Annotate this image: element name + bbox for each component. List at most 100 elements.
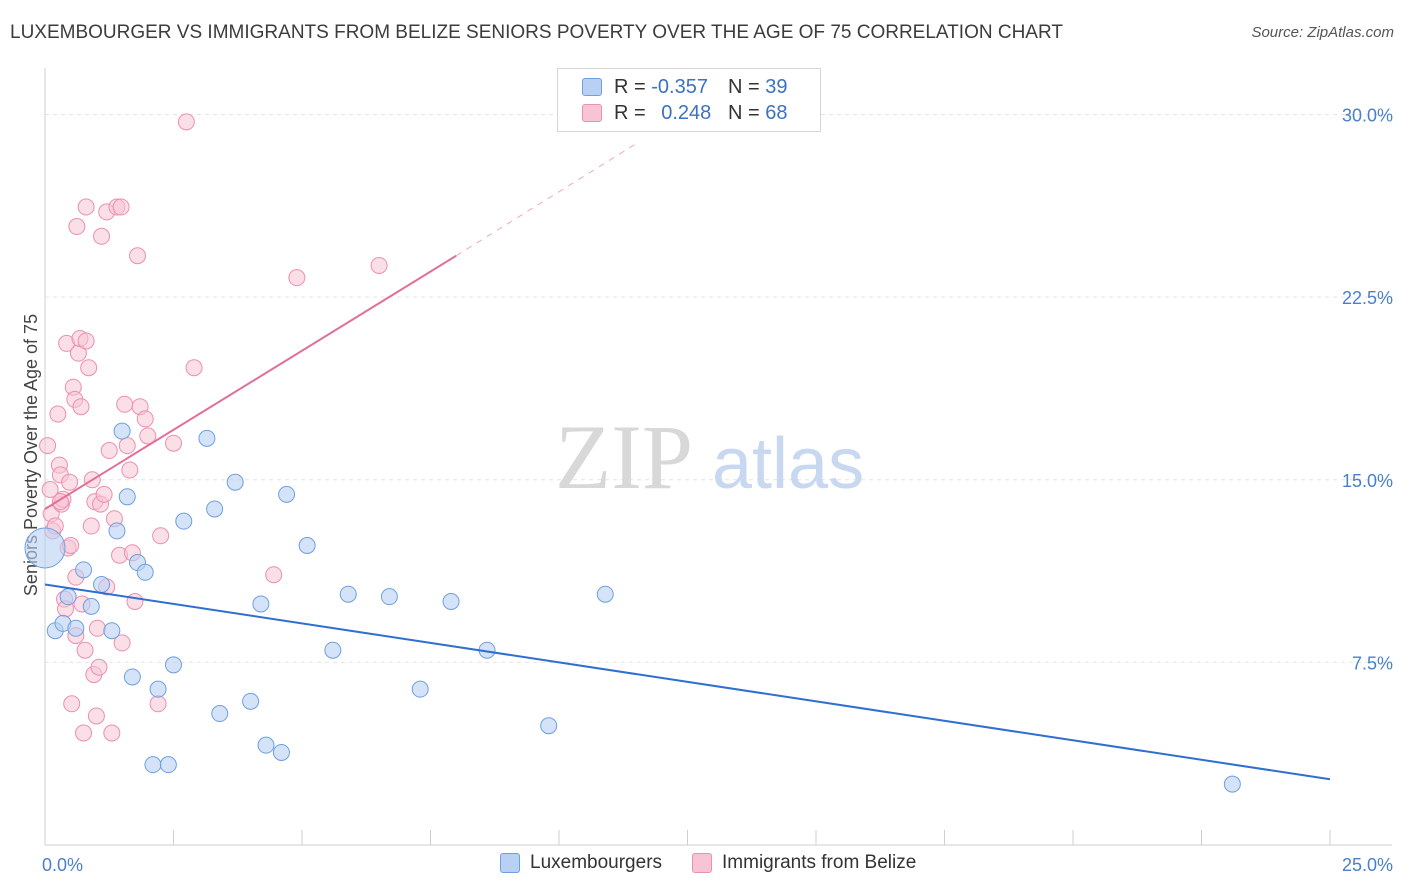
legend-row-belize: R = 0.248 N = 68 <box>582 101 788 125</box>
grid-lines <box>45 114 1392 663</box>
source-label: Source: ZipAtlas.com <box>1251 24 1394 41</box>
legend-item-luxembourgers[interactable]: Luxembourgers <box>500 852 662 874</box>
belize-point <box>121 461 139 479</box>
legend-n-value: 68 <box>765 101 788 124</box>
belize-point <box>370 256 388 274</box>
watermark: ZIP atlas <box>555 406 864 508</box>
belize-point <box>149 695 167 713</box>
luxembourger-point <box>75 561 93 579</box>
chart-title: LUXEMBOURGER VS IMMIGRANTS FROM BELIZE S… <box>10 22 1063 43</box>
luxembourger-point <box>93 575 111 593</box>
belize-point <box>152 527 170 545</box>
series-luxembourgers-points <box>24 422 1241 793</box>
luxembourger-point <box>175 512 193 530</box>
belize-point <box>90 658 108 676</box>
luxembourger-point <box>136 563 154 581</box>
luxembourger-point <box>103 622 121 640</box>
belize-point <box>80 359 98 377</box>
belize-point <box>100 442 118 460</box>
trend-line-belize-extension <box>455 143 637 257</box>
belize-point <box>93 227 111 245</box>
belize-point <box>49 405 67 423</box>
legend-r-value: -0.357 <box>651 75 708 98</box>
luxembourger-point <box>278 485 296 503</box>
belize-point <box>63 695 81 713</box>
y-tick-label: 22.5% <box>1342 288 1393 308</box>
luxembourger-point <box>226 473 244 491</box>
luxembourger-point <box>165 656 182 674</box>
trend-lines <box>44 143 1331 781</box>
x-tick-label: 25.0% <box>1342 855 1393 875</box>
luxembourger-point <box>123 668 141 686</box>
luxembourger-point <box>149 680 167 698</box>
legend-n-label: N = <box>728 101 760 124</box>
luxembourger-point <box>596 585 614 603</box>
belize-point <box>61 473 79 491</box>
luxembourger-point <box>24 527 66 569</box>
luxembourger-point <box>252 595 270 613</box>
y-axis-label-group: Seniors Poverty Over the Age of 75 <box>21 314 41 596</box>
series-legend: Luxembourgers Immigrants from Belize <box>500 852 946 874</box>
luxembourger-point <box>298 537 316 555</box>
belize-point <box>68 218 86 236</box>
luxembourger-point <box>339 585 357 603</box>
belize-point <box>103 724 121 742</box>
axes <box>44 68 1392 846</box>
belize-point <box>75 724 93 742</box>
belize-point <box>72 398 90 416</box>
legend-swatch-blue <box>500 853 520 873</box>
belize-point <box>77 332 95 350</box>
luxembourger-point <box>113 422 131 440</box>
luxembourger-point <box>442 593 460 611</box>
luxembourger-point <box>540 717 558 735</box>
legend-item-belize[interactable]: Immigrants from Belize <box>692 852 916 874</box>
belize-point <box>118 437 136 455</box>
tick-labels: 7.5% 15.0% 22.5% 30.0% 0.0% 25.0% <box>42 106 1393 875</box>
belize-point <box>87 707 105 725</box>
watermark-atlas: atlas <box>712 424 864 504</box>
legend-label-luxembourgers: Luxembourgers <box>530 852 663 873</box>
correlation-legend: R = -0.357 N = 39 R = 0.248 N = 68 <box>557 68 821 132</box>
luxembourger-point <box>59 588 77 606</box>
luxembourger-point <box>118 488 136 506</box>
luxembourger-point <box>108 522 126 540</box>
y-tick-label: 15.0% <box>1342 471 1393 491</box>
belize-point <box>126 593 144 611</box>
luxembourger-point <box>242 692 260 710</box>
legend-n-value: 39 <box>765 75 788 98</box>
legend-r-value: 0.248 <box>661 101 712 124</box>
belize-point <box>113 634 131 652</box>
legend-row-luxembourgers: R = -0.357 N = 39 <box>582 75 788 99</box>
luxembourger-point <box>257 736 275 754</box>
luxembourger-point <box>67 619 85 637</box>
legend-r-label: R = <box>614 101 646 124</box>
y-tick-label: 7.5% <box>1352 653 1393 673</box>
luxembourger-point <box>206 500 224 518</box>
belize-point <box>136 410 154 428</box>
belize-point <box>116 395 134 413</box>
x-tick-label: 0.0% <box>42 855 83 875</box>
luxembourger-point <box>144 756 162 774</box>
belize-point <box>129 247 147 265</box>
belize-point <box>288 269 306 287</box>
belize-point <box>265 566 283 584</box>
belize-point <box>112 198 130 216</box>
belize-point <box>177 113 195 131</box>
belize-point <box>41 481 59 499</box>
belize-point <box>139 427 157 445</box>
legend-r-label: R = <box>614 75 646 98</box>
belize-point <box>165 434 182 452</box>
luxembourger-point <box>324 641 342 659</box>
watermark-zip: ZIP <box>555 406 693 508</box>
luxembourger-point <box>159 756 177 774</box>
luxembourger-point <box>1223 775 1241 793</box>
trend-line-luxembourgers <box>44 583 1331 781</box>
legend-n-label: N = <box>728 75 760 98</box>
belize-point <box>82 517 100 535</box>
trend-line-belize <box>44 254 457 510</box>
belize-point <box>77 198 95 216</box>
belize-point <box>95 485 113 503</box>
luxembourger-point <box>82 597 100 615</box>
y-axis-label: Seniors Poverty Over the Age of 75 <box>21 314 41 596</box>
